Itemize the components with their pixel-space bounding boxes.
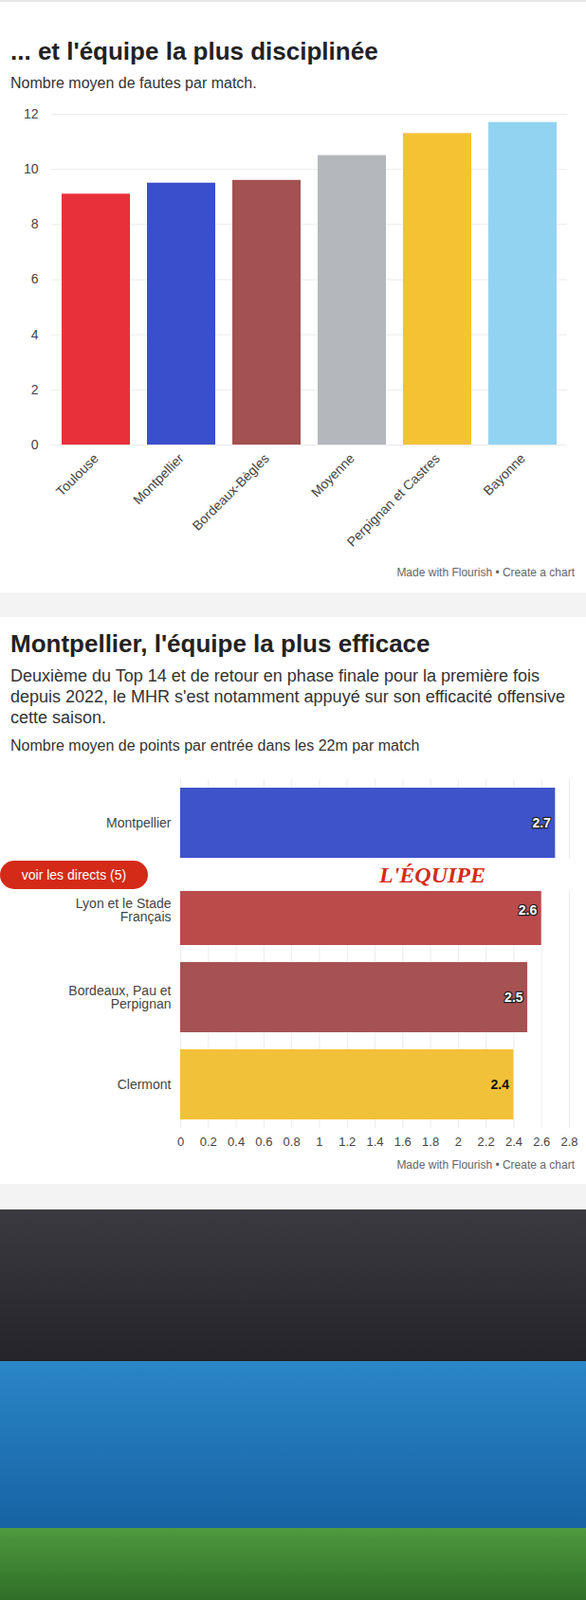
svg-text:0.4: 0.4	[227, 1135, 245, 1150]
svg-text:10: 10	[23, 161, 39, 177]
svg-text:12: 12	[23, 106, 39, 122]
svg-text:8: 8	[31, 216, 39, 232]
svg-text:4: 4	[31, 327, 39, 343]
html-text:... et l'équipe la plus discip: ... et l'équipe la plus disciplinée	[10, 36, 378, 66]
svg-text:2.2: 2.2	[477, 1135, 495, 1150]
svg-text:1.8: 1.8	[421, 1135, 440, 1150]
html-text:Nombre moyen de points par ent: Nombre moyen de points par entrée dans l…	[10, 737, 420, 754]
html-text:Made with Flourish • Create a: Made with Flourish • Create a chart	[396, 1158, 575, 1172]
svg-text:2.5: 2.5	[504, 989, 524, 1006]
svg-text:Lyon et le StadeFrançais: Lyon et le StadeFrançais	[75, 896, 172, 925]
svg-text:0.2: 0.2	[200, 1135, 218, 1150]
svg-text:2.4: 2.4	[490, 1077, 510, 1093]
svg-text:2.4: 2.4	[505, 1135, 523, 1150]
html-text:Montpellier, l'équipe la plus: Montpellier, l'équipe la plus efficace	[10, 629, 431, 659]
svg-text:2.7: 2.7	[531, 815, 551, 831]
svg-text:0.8: 0.8	[283, 1135, 301, 1150]
html-text:Deuxième du Top 14 et de retou: Deuxième du Top 14 et de retour en phase…	[10, 666, 566, 728]
svg-text:2.6: 2.6	[518, 902, 538, 918]
svg-text:0: 0	[31, 437, 39, 453]
svg-text:Bayonne: Bayonne	[479, 450, 529, 499]
svg-text:0: 0	[177, 1135, 184, 1150]
svg-text:1.4: 1.4	[366, 1135, 384, 1150]
svg-text:Montpellier: Montpellier	[129, 450, 187, 508]
svg-text:2: 2	[31, 382, 39, 398]
svg-text:1.2: 1.2	[338, 1135, 356, 1150]
svg-text:Toulouse: Toulouse	[53, 450, 102, 499]
html-text:voir les directs (5): voir les directs (5)	[21, 867, 127, 883]
svg-text:2.6: 2.6	[532, 1135, 550, 1150]
svg-text:0.6: 0.6	[255, 1135, 273, 1150]
svg-text:1: 1	[315, 1135, 323, 1150]
svg-text:Moyenne: Moyenne	[308, 450, 358, 500]
html-text:Made with Flourish • Create a: Made with Flourish • Create a chart	[396, 566, 575, 580]
svg-text:Bordeaux-Bègles: Bordeaux-Bègles	[189, 450, 273, 533]
svg-text:6: 6	[31, 271, 39, 287]
svg-text:Clermont: Clermont	[117, 1077, 172, 1093]
svg-text:2: 2	[455, 1135, 462, 1150]
svg-text:Perpignan et Castres: Perpignan et Castres	[343, 450, 442, 550]
html-text:Nombre moyen de fautes par mat: Nombre moyen de fautes par match.	[10, 74, 257, 92]
svg-text:Montpellier: Montpellier	[106, 815, 172, 831]
html-text:L'ÉQUIPE: L'ÉQUIPE	[379, 862, 486, 888]
svg-text:1.6: 1.6	[394, 1135, 412, 1150]
svg-text:2.8: 2.8	[560, 1135, 578, 1150]
svg-text:Bordeaux, Pau etPerpignan: Bordeaux, Pau etPerpignan	[68, 983, 171, 1012]
